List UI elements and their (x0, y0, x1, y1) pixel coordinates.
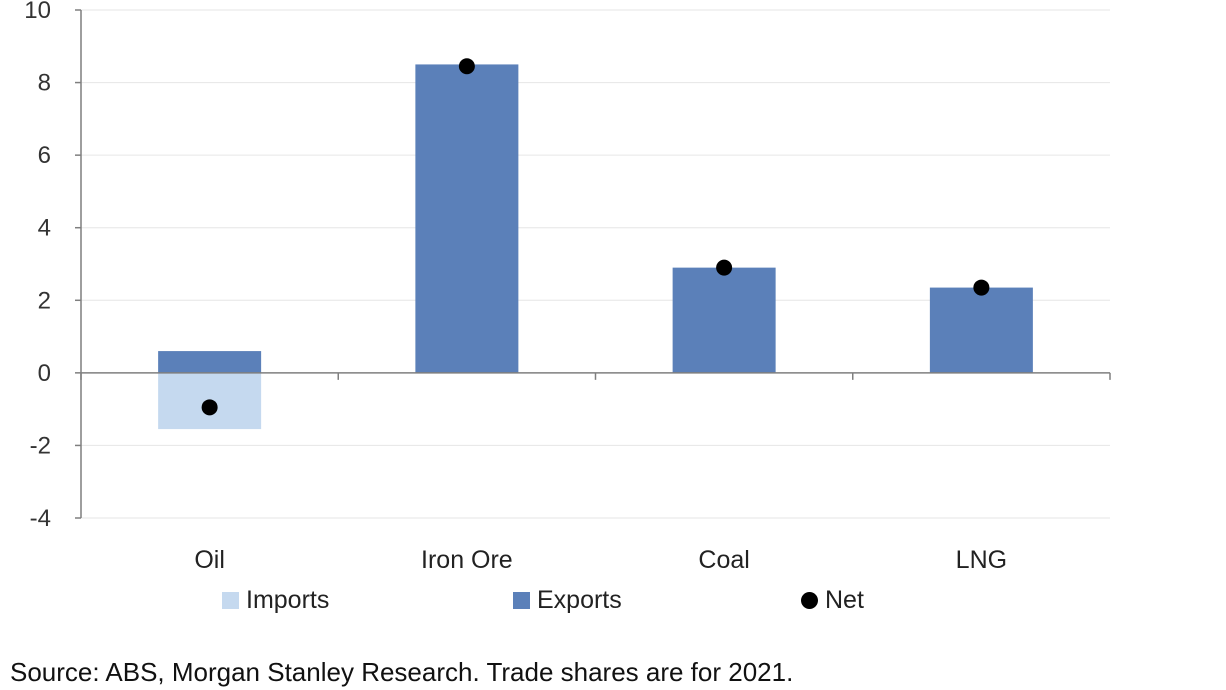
y-tick-label: 6 (38, 142, 51, 169)
legend: Imports Exports Net (0, 586, 1226, 620)
x-category-label: Iron Ore (421, 546, 513, 574)
exports-bar (672, 267, 776, 373)
net-point (716, 259, 733, 276)
y-tick-label: 4 (38, 215, 51, 242)
x-category-label: Coal (698, 546, 749, 574)
legend-item-net: Net (801, 586, 864, 615)
legend-item-imports: Imports (222, 586, 329, 615)
y-tick-label: -4 (30, 505, 51, 532)
net-point (458, 58, 475, 75)
legend-item-exports: Exports (513, 586, 622, 615)
x-category-label: Oil (194, 546, 225, 574)
y-tick-label: 10 (24, 0, 51, 24)
exports-bar (929, 287, 1033, 373)
legend-label-net: Net (825, 586, 864, 614)
y-tick-label: 8 (38, 70, 51, 97)
source-note: Source: ABS, Morgan Stanley Research. Tr… (10, 657, 794, 687)
net-point (201, 399, 218, 416)
y-tick-label: -2 (30, 432, 51, 459)
x-category-label: LNG (956, 546, 1007, 574)
exports-bar (415, 64, 519, 373)
y-tick-label: 0 (38, 360, 51, 387)
net-point (973, 279, 990, 296)
imports-swatch (222, 592, 239, 609)
chart-canvas: 10 8 6 4 2 0 -2 -4 Oil Iron Ore Coal LNG (24, 0, 1111, 574)
net-marker (801, 592, 818, 609)
legend-label-imports: Imports (246, 586, 330, 614)
y-tick-label: 2 (38, 287, 51, 314)
legend-label-exports: Exports (537, 586, 622, 614)
exports-bar (158, 351, 262, 373)
exports-swatch (513, 592, 530, 609)
